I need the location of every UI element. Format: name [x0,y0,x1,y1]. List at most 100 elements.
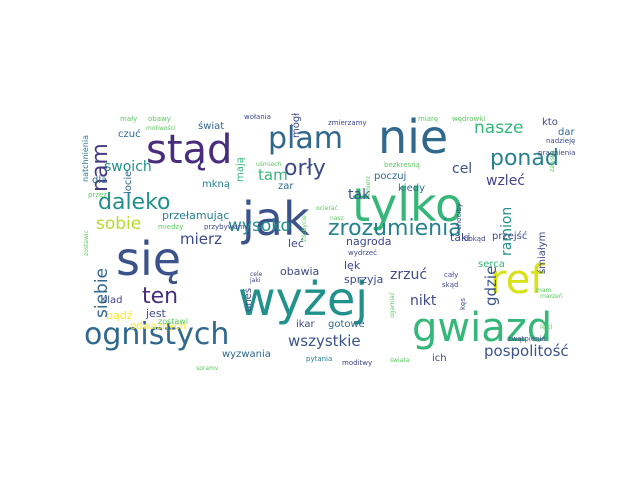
word-gotowe: gotowe [328,319,365,330]
word-zmierzamy: zmierzamy [328,119,367,127]
word-wyzwania: wyzwania [222,349,271,360]
word-moliwosci: moliwości [146,125,176,132]
word-maja: mają [235,157,246,182]
word-mierz: mierz [180,230,223,248]
word-tylko: tylko [352,178,464,232]
word-pospolitosc: pospolitość [484,342,569,360]
word-obawia: obawia [280,265,320,278]
word-zostawi: zostawi [158,317,189,326]
word-moditwy: moditwy [342,359,373,367]
word-usmiech: uśmiech [256,161,282,168]
word-wydrzec: wydrzeć [348,249,378,257]
word-gdzie: gdzie [482,265,500,306]
word-nasze: nasze [474,118,524,138]
word-ikar: ikar [296,319,315,330]
word-bezkresna: bezkresną [384,161,420,169]
word-gwiazd: gwiazd [412,305,553,351]
word-serca: serca [478,259,505,270]
word-nadzieje: nadzieję [546,137,576,145]
word-przybywamy: przybywamy [204,223,249,231]
word-pytania: pytania [306,355,333,363]
word-zawsze: zawsze [549,150,556,172]
word-swiat: świat [198,121,225,132]
word-wedrowki: wędrowki [452,115,486,123]
word-unies: uneś [243,287,254,312]
word-plam: plam [268,121,343,156]
word-smialym: śmiałym [537,231,548,274]
word-lec: leć [288,237,304,250]
word-skad: skąd [442,281,459,289]
word-nasz: nasz [330,215,344,222]
word-cloud: jak tylko wyżej się nie stąd ognistych r… [80,110,580,370]
word-taki: taki [450,231,471,244]
word-wszystkie: wszystkie [288,332,361,350]
word-obawy: obawy [148,115,171,123]
word-jak: jak [242,192,310,246]
word-leki: lęki [540,323,553,331]
word-dla: dla [92,175,108,186]
word-maly: mały [120,115,138,123]
word-nie: nie [378,110,449,164]
word-sprzyja: sprzyja [344,273,384,286]
word-mkna: mkną [202,179,230,190]
word-zrozumienia: zrozumienia [328,216,462,241]
word-swoich: swoich [104,159,152,175]
word-zrzuc: zrzuć [390,267,428,283]
word-kto: kto [542,117,558,128]
word-kiedy: kiedy [398,183,425,194]
word-daleko: daleko [98,190,171,215]
word-zdobycie: zdobycie [301,215,308,242]
word-tak: tak [348,187,371,203]
word-cel: cel [452,161,473,177]
word-ocierac: ocierać [316,205,338,212]
word-cele: cele [250,271,263,278]
word-slad: ślad [102,295,123,306]
word-przejsc: przejść [492,231,528,242]
word-zmierz: zmierz [365,176,372,196]
word-czuc: czuć [118,129,141,140]
word-wysoko: wysoko [228,216,291,236]
word-zwatpienia: zwątpienia [508,335,546,343]
word-dokad: dokąd [464,235,486,243]
word-lek: lęk [344,259,361,272]
word-locie: locie [123,170,134,194]
word-pragnienia: pragnienia [538,149,576,157]
word-miare: miarę [418,115,439,123]
word-mam: mam [536,287,552,294]
word-sobie: sobie [96,214,142,234]
word-jest: jest [146,307,166,320]
word-wzlec: wzleć [486,173,525,189]
word-swiata: świata [390,357,410,364]
word-ich: ich [432,353,447,364]
word-mogl: mógł [291,112,302,138]
word-stad: stąd [146,127,233,173]
word-zar: zar [278,181,294,192]
word-badz: bądź [106,309,133,322]
word-caly: cały [444,271,459,279]
word-nagroda: nagroda [346,235,392,248]
word-wolania: wołania [244,113,271,121]
word-kes: kęs [459,297,467,310]
word-nikt: nikt [410,293,437,309]
word-tam: tam [258,166,288,184]
word-ognistych: ognistych [84,317,230,352]
word-zostawic: zostawic [83,230,90,256]
word-dar: dar [558,127,575,138]
word-orly: orły [284,156,326,181]
word-chociby: chociby [455,203,463,230]
word-ref: ref [490,257,545,303]
word-poczuj: poczuj [374,171,407,182]
word-ogarniac: ogarniać [389,292,396,318]
word-przelamujac: przełamując [162,209,230,222]
word-miedzy: miedzy [158,223,184,231]
word-natchnienia: natchnienia [81,135,90,182]
word-jaki: jaki [250,277,261,284]
word-sie: się [116,232,182,286]
word-przez: przez [88,191,107,199]
word-ponad: ponad [490,146,559,171]
word-ten: ten [142,284,179,309]
word-marzen: marzeń [540,293,563,300]
word-spramy: spramy [196,365,219,371]
word-odwaznych: odważnych [130,321,187,332]
word-wyzej: wyżej [238,272,369,326]
